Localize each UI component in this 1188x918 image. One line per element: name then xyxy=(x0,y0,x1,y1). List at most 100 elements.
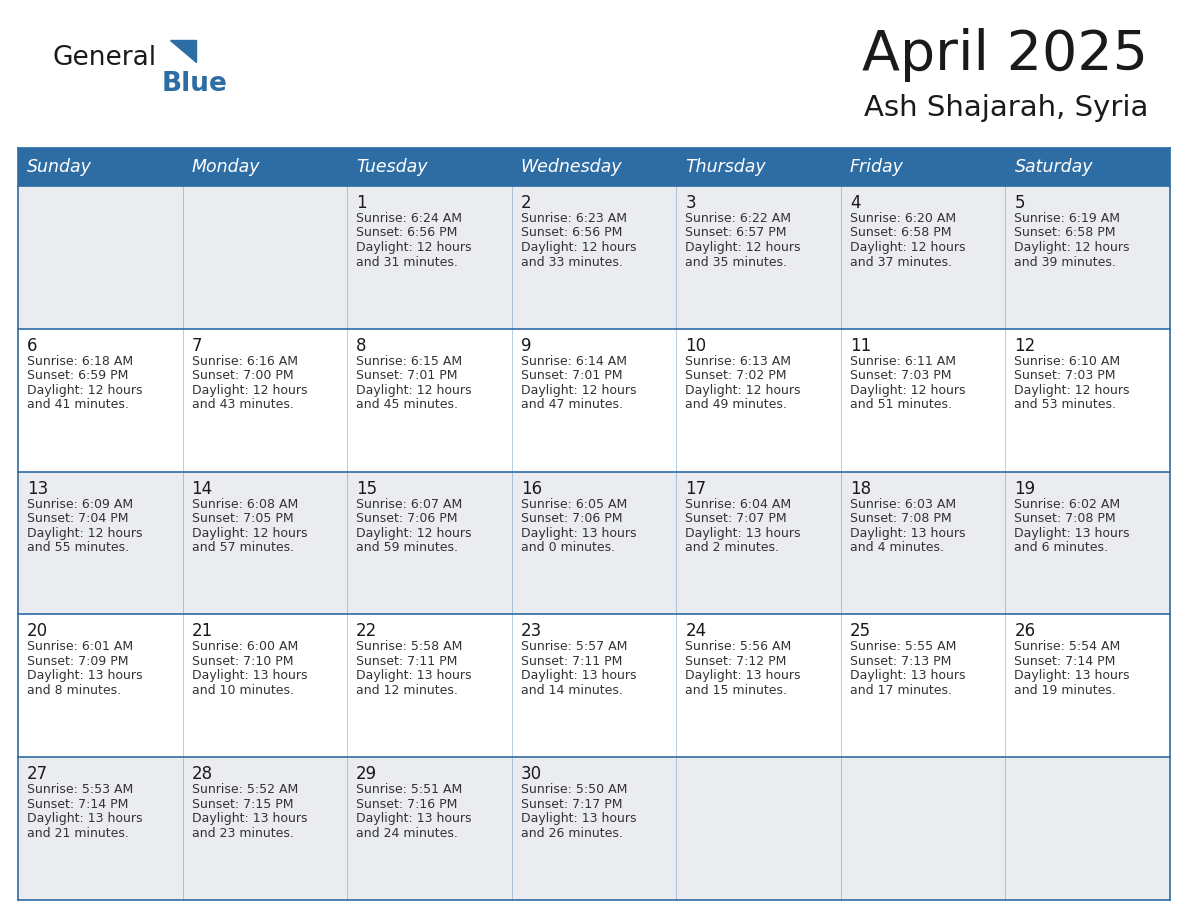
Text: Daylight: 12 hours: Daylight: 12 hours xyxy=(27,527,143,540)
Text: Daylight: 12 hours: Daylight: 12 hours xyxy=(685,241,801,254)
Text: 3: 3 xyxy=(685,194,696,212)
Text: 8: 8 xyxy=(356,337,367,354)
Text: Tuesday: Tuesday xyxy=(356,158,428,176)
Text: Daylight: 12 hours: Daylight: 12 hours xyxy=(1015,384,1130,397)
Text: Daylight: 13 hours: Daylight: 13 hours xyxy=(27,812,143,825)
Text: Sunrise: 6:16 AM: Sunrise: 6:16 AM xyxy=(191,354,297,368)
Text: and 49 minutes.: and 49 minutes. xyxy=(685,398,788,411)
Text: Sunset: 6:59 PM: Sunset: 6:59 PM xyxy=(27,369,128,382)
Text: April 2025: April 2025 xyxy=(862,28,1148,82)
Text: Sunset: 7:11 PM: Sunset: 7:11 PM xyxy=(356,655,457,668)
Text: Sunset: 6:57 PM: Sunset: 6:57 PM xyxy=(685,227,786,240)
Text: and 35 minutes.: and 35 minutes. xyxy=(685,255,788,268)
Text: 5: 5 xyxy=(1015,194,1025,212)
FancyBboxPatch shape xyxy=(18,186,1170,329)
Text: Thursday: Thursday xyxy=(685,158,766,176)
Text: Sunrise: 5:57 AM: Sunrise: 5:57 AM xyxy=(520,641,627,654)
Text: Daylight: 13 hours: Daylight: 13 hours xyxy=(191,669,307,682)
Text: and 33 minutes.: and 33 minutes. xyxy=(520,255,623,268)
Text: 27: 27 xyxy=(27,766,49,783)
Text: and 21 minutes.: and 21 minutes. xyxy=(27,827,128,840)
Text: 13: 13 xyxy=(27,479,49,498)
Text: 19: 19 xyxy=(1015,479,1036,498)
Text: Sunset: 6:56 PM: Sunset: 6:56 PM xyxy=(520,227,623,240)
Text: 22: 22 xyxy=(356,622,378,641)
Text: Monday: Monday xyxy=(191,158,260,176)
Text: Sunrise: 6:23 AM: Sunrise: 6:23 AM xyxy=(520,212,627,225)
Text: and 6 minutes.: and 6 minutes. xyxy=(1015,541,1108,554)
Text: Daylight: 12 hours: Daylight: 12 hours xyxy=(356,384,472,397)
Text: 4: 4 xyxy=(849,194,860,212)
Text: Sunrise: 6:10 AM: Sunrise: 6:10 AM xyxy=(1015,354,1120,368)
Text: 25: 25 xyxy=(849,622,871,641)
Text: Sunrise: 5:51 AM: Sunrise: 5:51 AM xyxy=(356,783,462,796)
Text: Daylight: 13 hours: Daylight: 13 hours xyxy=(356,812,472,825)
Text: and 24 minutes.: and 24 minutes. xyxy=(356,827,459,840)
Text: and 10 minutes.: and 10 minutes. xyxy=(191,684,293,697)
Text: Sunrise: 6:03 AM: Sunrise: 6:03 AM xyxy=(849,498,956,510)
Text: Sunset: 7:10 PM: Sunset: 7:10 PM xyxy=(191,655,293,668)
FancyBboxPatch shape xyxy=(18,472,1170,614)
Polygon shape xyxy=(170,40,196,62)
Text: Sunset: 7:03 PM: Sunset: 7:03 PM xyxy=(849,369,952,382)
Text: Sunrise: 5:54 AM: Sunrise: 5:54 AM xyxy=(1015,641,1120,654)
Text: and 53 minutes.: and 53 minutes. xyxy=(1015,398,1117,411)
Text: Daylight: 12 hours: Daylight: 12 hours xyxy=(685,384,801,397)
Text: Daylight: 12 hours: Daylight: 12 hours xyxy=(191,384,307,397)
Text: Sunset: 6:58 PM: Sunset: 6:58 PM xyxy=(1015,227,1116,240)
Text: 26: 26 xyxy=(1015,622,1036,641)
Text: Sunrise: 6:18 AM: Sunrise: 6:18 AM xyxy=(27,354,133,368)
Text: Sunset: 7:07 PM: Sunset: 7:07 PM xyxy=(685,512,786,525)
Text: Sunset: 6:56 PM: Sunset: 6:56 PM xyxy=(356,227,457,240)
Text: Daylight: 13 hours: Daylight: 13 hours xyxy=(849,669,966,682)
Text: Sunset: 7:17 PM: Sunset: 7:17 PM xyxy=(520,798,623,811)
Text: Wednesday: Wednesday xyxy=(520,158,623,176)
Text: Sunset: 7:15 PM: Sunset: 7:15 PM xyxy=(191,798,293,811)
Text: Sunday: Sunday xyxy=(27,158,91,176)
Text: 20: 20 xyxy=(27,622,49,641)
Text: Daylight: 12 hours: Daylight: 12 hours xyxy=(520,384,637,397)
Text: Daylight: 12 hours: Daylight: 12 hours xyxy=(356,527,472,540)
Text: Sunrise: 6:24 AM: Sunrise: 6:24 AM xyxy=(356,212,462,225)
Text: Sunrise: 6:00 AM: Sunrise: 6:00 AM xyxy=(191,641,298,654)
Text: and 2 minutes.: and 2 minutes. xyxy=(685,541,779,554)
Text: Saturday: Saturday xyxy=(1015,158,1093,176)
Text: Sunset: 7:08 PM: Sunset: 7:08 PM xyxy=(849,512,952,525)
Text: 23: 23 xyxy=(520,622,542,641)
Text: Sunset: 7:14 PM: Sunset: 7:14 PM xyxy=(1015,655,1116,668)
FancyBboxPatch shape xyxy=(18,757,1170,900)
Text: Daylight: 13 hours: Daylight: 13 hours xyxy=(849,527,966,540)
Text: Sunrise: 6:04 AM: Sunrise: 6:04 AM xyxy=(685,498,791,510)
Text: Sunset: 7:11 PM: Sunset: 7:11 PM xyxy=(520,655,623,668)
Text: and 59 minutes.: and 59 minutes. xyxy=(356,541,459,554)
Text: Sunrise: 5:52 AM: Sunrise: 5:52 AM xyxy=(191,783,298,796)
Text: and 45 minutes.: and 45 minutes. xyxy=(356,398,459,411)
Text: Sunrise: 6:07 AM: Sunrise: 6:07 AM xyxy=(356,498,462,510)
Text: Sunset: 7:05 PM: Sunset: 7:05 PM xyxy=(191,512,293,525)
Text: and 57 minutes.: and 57 minutes. xyxy=(191,541,293,554)
Text: and 4 minutes.: and 4 minutes. xyxy=(849,541,943,554)
Text: and 12 minutes.: and 12 minutes. xyxy=(356,684,459,697)
Text: Sunset: 7:12 PM: Sunset: 7:12 PM xyxy=(685,655,786,668)
Text: and 41 minutes.: and 41 minutes. xyxy=(27,398,128,411)
Text: and 8 minutes.: and 8 minutes. xyxy=(27,684,121,697)
Text: Daylight: 12 hours: Daylight: 12 hours xyxy=(1015,241,1130,254)
FancyBboxPatch shape xyxy=(18,614,1170,757)
Text: Sunrise: 6:02 AM: Sunrise: 6:02 AM xyxy=(1015,498,1120,510)
Text: Sunrise: 6:01 AM: Sunrise: 6:01 AM xyxy=(27,641,133,654)
Text: Daylight: 13 hours: Daylight: 13 hours xyxy=(1015,669,1130,682)
Text: Sunset: 7:03 PM: Sunset: 7:03 PM xyxy=(1015,369,1116,382)
Text: Sunrise: 6:14 AM: Sunrise: 6:14 AM xyxy=(520,354,627,368)
Text: Sunrise: 5:58 AM: Sunrise: 5:58 AM xyxy=(356,641,462,654)
Text: Sunset: 6:58 PM: Sunset: 6:58 PM xyxy=(849,227,952,240)
Text: and 47 minutes.: and 47 minutes. xyxy=(520,398,623,411)
Text: Daylight: 12 hours: Daylight: 12 hours xyxy=(849,384,966,397)
Text: and 37 minutes.: and 37 minutes. xyxy=(849,255,952,268)
Text: and 26 minutes.: and 26 minutes. xyxy=(520,827,623,840)
Text: Sunset: 7:06 PM: Sunset: 7:06 PM xyxy=(356,512,457,525)
Text: Daylight: 13 hours: Daylight: 13 hours xyxy=(1015,527,1130,540)
Text: 10: 10 xyxy=(685,337,707,354)
Text: and 14 minutes.: and 14 minutes. xyxy=(520,684,623,697)
Text: Sunrise: 6:15 AM: Sunrise: 6:15 AM xyxy=(356,354,462,368)
Text: and 15 minutes.: and 15 minutes. xyxy=(685,684,788,697)
